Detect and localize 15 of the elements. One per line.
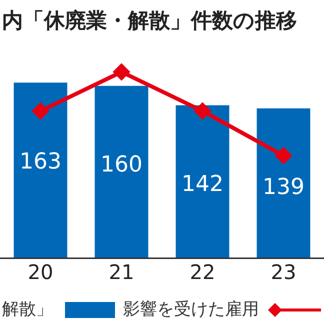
bar: [176, 105, 230, 258]
bar: [256, 108, 310, 258]
chart-title: 内「休廃業・解散」件数の推移: [2, 8, 297, 32]
data-label: 163: [20, 149, 62, 174]
bar: [94, 86, 148, 258]
text: 解散」: [2, 299, 53, 320]
x-tick-label: 21: [108, 260, 134, 284]
x-tick-label: 20: [28, 260, 54, 284]
x-tick-label: 23: [270, 260, 296, 284]
data-label: 142: [182, 172, 224, 197]
bar: [14, 82, 68, 258]
data-label: 160: [100, 152, 142, 178]
x-tick-label: 22: [190, 260, 216, 284]
data-label: 139: [262, 175, 304, 200]
legend-label: 影響を受けた雇用: [123, 299, 259, 320]
